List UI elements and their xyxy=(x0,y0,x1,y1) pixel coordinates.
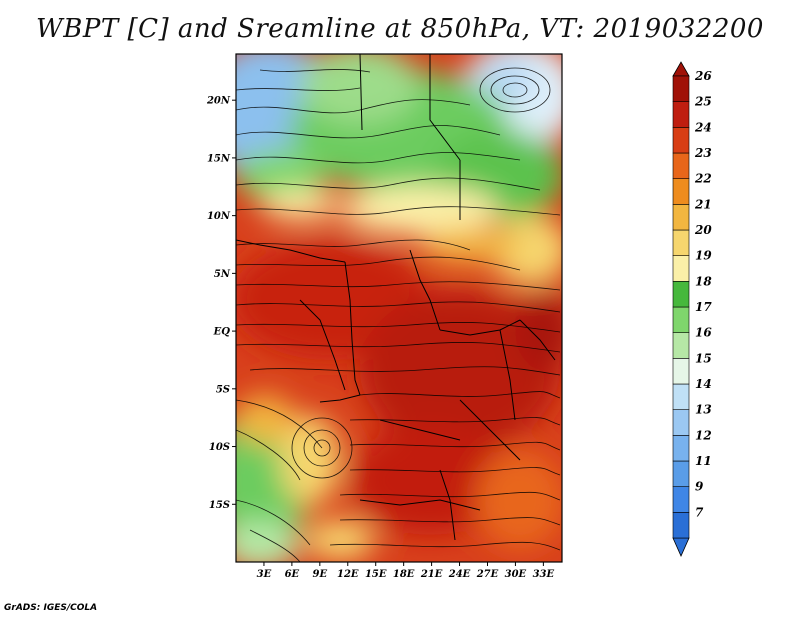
colorbar-label: 7 xyxy=(695,505,704,519)
colorbar-swatch xyxy=(672,152,690,179)
colorbar-swatch xyxy=(672,204,690,231)
lon-tick-label: 6E xyxy=(285,569,300,580)
colorbar-label: 15 xyxy=(695,351,712,365)
lat-tick-label: 15N xyxy=(207,153,231,164)
map-title: WBPT [C] and Sreamline at 850hPa, VT: 20… xyxy=(36,14,764,44)
colorbar-label: 16 xyxy=(695,326,712,340)
colorbar-swatch xyxy=(672,306,690,333)
colorbar-label: 9 xyxy=(695,480,704,494)
footer-credit: GrADS: IGES/COLA xyxy=(4,603,98,613)
colorbar-label: 21 xyxy=(694,197,712,211)
colorbar-swatch xyxy=(672,101,690,128)
lon-tick-label: 18E xyxy=(393,569,415,580)
colorbar-label: 14 xyxy=(695,377,712,391)
colorbar-arrow-low xyxy=(672,537,690,557)
colorbar-label: 19 xyxy=(695,249,712,263)
colorbar-arrow-high xyxy=(672,61,690,77)
colorbar-label: 24 xyxy=(694,120,712,134)
latitude-axis: 20N 15N 10N 5N EQ 5S 10S 15S xyxy=(206,96,236,511)
lon-tick-label: 30E xyxy=(505,569,527,580)
colorbar-label: 22 xyxy=(694,172,712,186)
colorbar-label: 20 xyxy=(694,223,712,237)
colorbar-swatch xyxy=(672,358,690,385)
lat-tick-label: 10N xyxy=(207,211,231,222)
lon-tick-label: 9E xyxy=(313,569,328,580)
colorbar-label: 17 xyxy=(695,300,712,314)
colorbar-label: 26 xyxy=(694,69,712,83)
lat-tick-label: 10S xyxy=(209,442,230,453)
colorbar-label: 18 xyxy=(695,274,712,288)
colorbar-swatch xyxy=(672,281,690,308)
colorbar-swatch xyxy=(672,332,690,359)
lon-tick-label: 3E xyxy=(257,569,272,580)
lat-tick-label: 15S xyxy=(209,500,230,511)
colorbar: 7 9 11 12 13 14 15 16 17 18 19 20 21 22 23 24 25 26 xyxy=(672,61,712,557)
lon-tick-label: 24E xyxy=(448,569,471,580)
lon-tick-label: 33E xyxy=(533,569,555,580)
colorbar-swatch xyxy=(672,229,690,256)
colorbar-label: 13 xyxy=(695,403,712,417)
colorbar-label: 12 xyxy=(695,428,712,442)
streamlines xyxy=(236,67,561,562)
colorbar-swatch xyxy=(672,409,690,436)
colorbar-label: 11 xyxy=(695,454,712,468)
colorbar-label: 23 xyxy=(694,146,712,160)
lat-tick-label: 5N xyxy=(214,269,231,280)
lat-tick-label: 5S xyxy=(216,384,230,395)
colorbar-swatch xyxy=(672,512,690,539)
wbpt-field xyxy=(236,54,562,562)
longitude-axis: 3E 6E 9E 12E 15E 18E 21E 24E 27E 30E 33E xyxy=(257,562,555,580)
colorbar-swatch xyxy=(672,75,690,102)
lon-tick-label: 21E xyxy=(420,569,443,580)
lon-tick-label: 12E xyxy=(337,569,359,580)
lat-tick-label: EQ xyxy=(213,327,231,338)
colorbar-swatch xyxy=(672,486,690,513)
map-frame xyxy=(235,53,563,563)
colorbar-swatch xyxy=(672,435,690,462)
colorbar-swatch xyxy=(672,178,690,205)
borders xyxy=(236,54,556,541)
colorbar-swatch xyxy=(672,127,690,154)
colorbar-swatch xyxy=(672,255,690,282)
lon-tick-label: 27E xyxy=(476,569,499,580)
lon-tick-label: 15E xyxy=(365,569,387,580)
colorbar-swatch xyxy=(672,460,690,487)
colorbar-swatch xyxy=(672,383,690,410)
colorbar-label: 25 xyxy=(694,95,712,109)
lat-tick-label: 20N xyxy=(206,96,231,107)
